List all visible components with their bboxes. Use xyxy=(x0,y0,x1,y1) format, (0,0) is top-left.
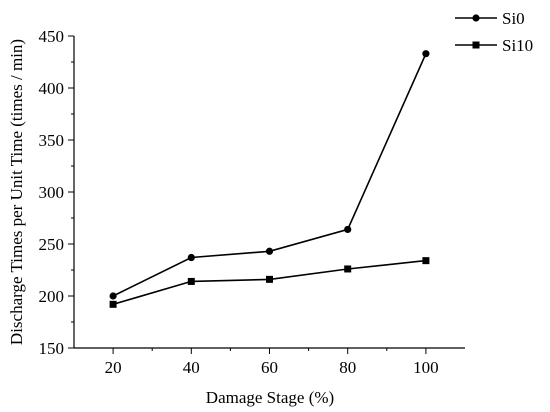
y-tick-label: 150 xyxy=(39,339,65,358)
y-axis-title: Discharge Times per Unit Time (times / m… xyxy=(7,39,26,345)
y-tick-label: 250 xyxy=(39,235,65,254)
x-ticks: 20 40 60 80 100 xyxy=(105,348,439,377)
data-point-si0 xyxy=(109,292,117,300)
data-point-si0 xyxy=(265,247,274,255)
data-point-si10 xyxy=(187,277,195,285)
y-tick-label: 350 xyxy=(39,131,65,150)
data-point-si0 xyxy=(344,225,352,234)
data-point-si10 xyxy=(344,265,352,273)
data-point-si10 xyxy=(422,257,430,265)
series-layer xyxy=(109,50,430,308)
series-si10 xyxy=(109,257,430,308)
legend-label-si10: Si10 xyxy=(502,36,533,55)
data-point-si10 xyxy=(109,300,117,308)
legend-item-si10: Si10 xyxy=(455,36,533,55)
x-tick-label: 40 xyxy=(183,358,200,377)
legend-item-si0: Si0 xyxy=(455,9,525,28)
legend: Si0 Si10 xyxy=(455,9,533,55)
data-point-si10 xyxy=(266,275,273,283)
y-tick-label: 300 xyxy=(39,183,65,202)
x-tick-label: 60 xyxy=(261,358,278,377)
y-tick-label: 200 xyxy=(39,287,65,306)
series-line-si0 xyxy=(112,53,427,297)
data-point-si0 xyxy=(422,50,430,58)
legend-marker-si0 xyxy=(472,14,480,22)
x-tick-label: 100 xyxy=(413,358,439,377)
legend-marker-si10 xyxy=(472,41,480,49)
series-si0 xyxy=(109,50,430,300)
x-tick-label: 20 xyxy=(105,358,122,377)
y-tick-label: 450 xyxy=(39,27,65,46)
y-ticks: 150 200 250 300 350 400 450 xyxy=(39,27,74,358)
x-tick-label: 80 xyxy=(339,358,356,377)
x-axis-title: Damage Stage (%) xyxy=(206,388,334,407)
axes xyxy=(73,36,465,349)
data-point-si0 xyxy=(187,253,195,262)
y-tick-label: 400 xyxy=(39,79,65,98)
legend-label-si0: Si0 xyxy=(502,9,525,28)
